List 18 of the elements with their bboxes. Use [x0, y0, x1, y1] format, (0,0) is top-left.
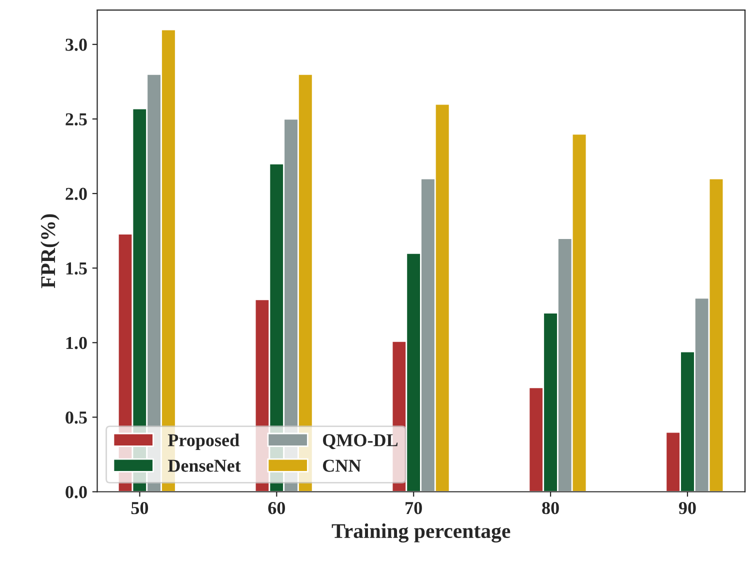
legend-label: CNN	[322, 460, 361, 472]
y-tick-label: 2.0	[66, 188, 87, 200]
y-tick-label: 2.5	[66, 113, 87, 126]
legend-label: DenseNet	[168, 460, 241, 472]
y-tick-label: 0.0	[66, 486, 87, 498]
y-tick-label: 1.0	[66, 336, 87, 350]
x-axis-title: Training percentage	[332, 523, 510, 542]
y-tick-label: 3.0	[66, 38, 87, 51]
x-tick-label: 70	[406, 502, 422, 514]
y-tick-label: 0.5	[66, 411, 87, 424]
x-tick-label: 80	[542, 502, 559, 514]
legend-label: QMO-DL	[322, 434, 398, 450]
y-tick-label: 1.5	[66, 262, 87, 275]
x-tick-label: 90	[678, 502, 696, 514]
x-tick-label: 60	[268, 502, 285, 514]
x-tick-label: 50	[131, 502, 148, 514]
legend-label: Proposed	[168, 434, 240, 450]
y-axis-title: FPR(%)	[40, 214, 60, 288]
